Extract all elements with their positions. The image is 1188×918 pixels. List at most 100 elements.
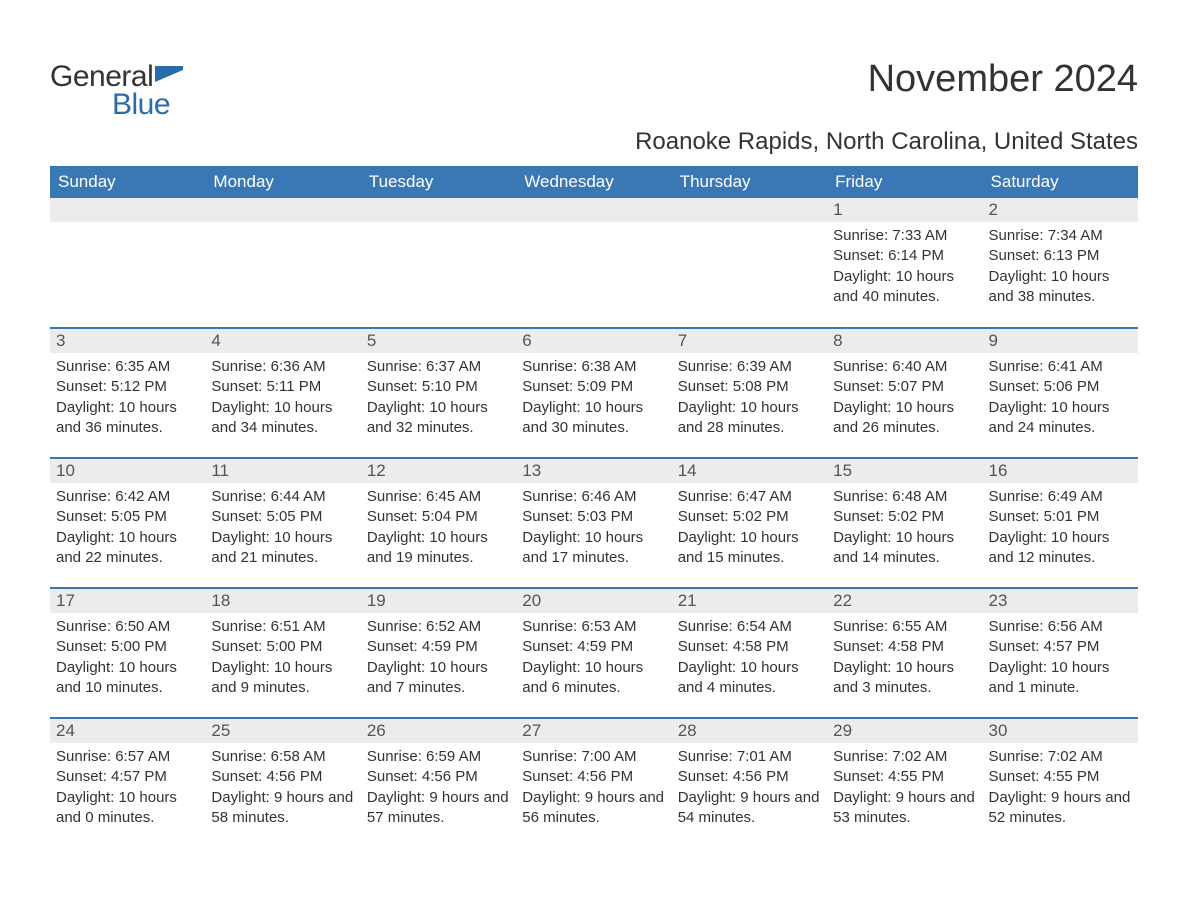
sunset-text: Sunset: 4:57 PM xyxy=(989,637,1132,657)
sunrise-text: Sunrise: 6:58 AM xyxy=(211,747,354,767)
day-details: Sunrise: 6:55 AMSunset: 4:58 PMDaylight:… xyxy=(827,613,982,702)
calendar-cell: 20Sunrise: 6:53 AMSunset: 4:59 PMDayligh… xyxy=(516,588,671,718)
sunrise-text: Sunrise: 6:50 AM xyxy=(56,617,199,637)
sunset-text: Sunset: 4:55 PM xyxy=(989,767,1132,787)
day-details: Sunrise: 6:59 AMSunset: 4:56 PMDaylight:… xyxy=(361,743,516,832)
daylight-text: Daylight: 10 hours and 34 minutes. xyxy=(211,398,354,439)
daylight-text: Daylight: 10 hours and 9 minutes. xyxy=(211,658,354,699)
sunset-text: Sunset: 5:01 PM xyxy=(989,507,1132,527)
daylight-text: Daylight: 10 hours and 4 minutes. xyxy=(678,658,821,699)
sunrise-text: Sunrise: 6:44 AM xyxy=(211,487,354,507)
day-number: 2 xyxy=(983,198,1138,222)
calendar-cell: 18 Sunrise: 6:51 AMSunset: 5:00 PMDayligh… xyxy=(205,588,360,718)
calendar-cell: 27Sunrise: 7:00 AMSunset: 4:56 PMDayligh… xyxy=(516,718,671,848)
calendar-cell: 7Sunrise: 6:39 AMSunset: 5:08 PMDaylight… xyxy=(672,328,827,458)
day-number: 26 xyxy=(361,719,516,743)
sunset-text: Sunset: 4:55 PM xyxy=(833,767,976,787)
calendar-cell xyxy=(361,198,516,328)
day-number: 9 xyxy=(983,329,1138,353)
sunset-text: Sunset: 5:09 PM xyxy=(522,377,665,397)
calendar-week-row: 24Sunrise: 6:57 AMSunset: 4:57 PMDayligh… xyxy=(50,718,1138,848)
day-number: 3 xyxy=(50,329,205,353)
day-details: Sunrise: 6:39 AMSunset: 5:08 PMDaylight:… xyxy=(672,353,827,442)
daylight-text: Daylight: 10 hours and 6 minutes. xyxy=(522,658,665,699)
day-number: 28 xyxy=(672,719,827,743)
sunrise-text: Sunrise: 6:51 AM xyxy=(211,617,354,637)
calendar-cell: 10Sunrise: 6:42 AMSunset: 5:05 PMDayligh… xyxy=(50,458,205,588)
sunset-text: Sunset: 4:58 PM xyxy=(833,637,976,657)
day-number: 18 xyxy=(205,589,360,613)
sunset-text: Sunset: 5:03 PM xyxy=(522,507,665,527)
daylight-text: Daylight: 10 hours and 28 minutes. xyxy=(678,398,821,439)
sunrise-text: Sunrise: 7:01 AM xyxy=(678,747,821,767)
day-number: 4 xyxy=(205,329,360,353)
calendar-cell: 25Sunrise: 6:58 AMSunset: 4:56 PMDayligh… xyxy=(205,718,360,848)
day-number: 21 xyxy=(672,589,827,613)
day-number: 23 xyxy=(983,589,1138,613)
day-details: Sunrise: 7:01 AMSunset: 4:56 PMDaylight:… xyxy=(672,743,827,832)
day-details: Sunrise: 6:37 AMSunset: 5:10 PMDaylight:… xyxy=(361,353,516,442)
daylight-text: Daylight: 10 hours and 12 minutes. xyxy=(989,528,1132,569)
daylight-text: Daylight: 9 hours and 57 minutes. xyxy=(367,788,510,829)
daylight-text: Daylight: 9 hours and 54 minutes. xyxy=(678,788,821,829)
weekday-header: Monday xyxy=(205,166,360,198)
sunset-text: Sunset: 5:04 PM xyxy=(367,507,510,527)
calendar-cell: 12Sunrise: 6:45 AMSunset: 5:04 PMDayligh… xyxy=(361,458,516,588)
day-details: Sunrise: 6:35 AMSunset: 5:12 PMDaylight:… xyxy=(50,353,205,442)
calendar-cell: 8Sunrise: 6:40 AMSunset: 5:07 PMDaylight… xyxy=(827,328,982,458)
daylight-text: Daylight: 10 hours and 19 minutes. xyxy=(367,528,510,569)
sunrise-text: Sunrise: 7:02 AM xyxy=(833,747,976,767)
calendar-week-row: 1Sunrise: 7:33 AMSunset: 6:14 PMDaylight… xyxy=(50,198,1138,328)
calendar-cell: 29Sunrise: 7:02 AMSunset: 4:55 PMDayligh… xyxy=(827,718,982,848)
day-number: 6 xyxy=(516,329,671,353)
sunset-text: Sunset: 6:14 PM xyxy=(833,246,976,266)
day-details: Sunrise: 6:41 AMSunset: 5:06 PMDaylight:… xyxy=(983,353,1138,442)
daylight-text: Daylight: 10 hours and 30 minutes. xyxy=(522,398,665,439)
daylight-text: Daylight: 10 hours and 0 minutes. xyxy=(56,788,199,829)
sunrise-text: Sunrise: 6:41 AM xyxy=(989,357,1132,377)
daylight-text: Daylight: 9 hours and 56 minutes. xyxy=(522,788,665,829)
sunrise-text: Sunrise: 6:56 AM xyxy=(989,617,1132,637)
sunset-text: Sunset: 4:59 PM xyxy=(367,637,510,657)
daylight-text: Daylight: 10 hours and 7 minutes. xyxy=(367,658,510,699)
day-details: Sunrise: 6:38 AMSunset: 5:09 PMDaylight:… xyxy=(516,353,671,442)
sunrise-text: Sunrise: 6:42 AM xyxy=(56,487,199,507)
sunrise-text: Sunrise: 6:52 AM xyxy=(367,617,510,637)
calendar-cell: 17Sunrise: 6:50 AMSunset: 5:00 PMDayligh… xyxy=(50,588,205,718)
sunset-text: Sunset: 4:57 PM xyxy=(56,767,199,787)
day-number: 24 xyxy=(50,719,205,743)
sunrise-text: Sunrise: 6:35 AM xyxy=(56,357,199,377)
day-number: 27 xyxy=(516,719,671,743)
sunrise-text: Sunrise: 6:38 AM xyxy=(522,357,665,377)
day-number: 25 xyxy=(205,719,360,743)
sunset-text: Sunset: 5:08 PM xyxy=(678,377,821,397)
calendar-week-row: 3Sunrise: 6:35 AMSunset: 5:12 PMDaylight… xyxy=(50,328,1138,458)
day-details: Sunrise: 6:49 AMSunset: 5:01 PMDaylight:… xyxy=(983,483,1138,572)
day-details: Sunrise: 6:47 AMSunset: 5:02 PMDaylight:… xyxy=(672,483,827,572)
calendar-cell: 28Sunrise: 7:01 AMSunset: 4:56 PMDayligh… xyxy=(672,718,827,848)
sunset-text: Sunset: 5:02 PM xyxy=(678,507,821,527)
sunset-text: Sunset: 5:02 PM xyxy=(833,507,976,527)
day-number: 20 xyxy=(516,589,671,613)
day-details: Sunrise: 6:56 AMSunset: 4:57 PMDaylight:… xyxy=(983,613,1138,702)
sunset-text: Sunset: 5:00 PM xyxy=(211,637,354,657)
calendar-cell: 5Sunrise: 6:37 AMSunset: 5:10 PMDaylight… xyxy=(361,328,516,458)
daylight-text: Daylight: 10 hours and 21 minutes. xyxy=(211,528,354,569)
day-number: 11 xyxy=(205,459,360,483)
day-number: 14 xyxy=(672,459,827,483)
day-details: Sunrise: 7:33 AMSunset: 6:14 PMDaylight:… xyxy=(827,222,982,311)
calendar-cell: 21Sunrise: 6:54 AMSunset: 4:58 PMDayligh… xyxy=(672,588,827,718)
sunset-text: Sunset: 5:05 PM xyxy=(211,507,354,527)
daylight-text: Daylight: 10 hours and 38 minutes. xyxy=(989,267,1132,308)
calendar-cell xyxy=(50,198,205,328)
weekday-header: Thursday xyxy=(672,166,827,198)
day-number: 1 xyxy=(827,198,982,222)
sunset-text: Sunset: 4:56 PM xyxy=(211,767,354,787)
day-number: 13 xyxy=(516,459,671,483)
calendar-table: Sunday Monday Tuesday Wednesday Thursday… xyxy=(50,166,1138,848)
logo-text-blue: Blue xyxy=(112,88,170,122)
day-details: Sunrise: 6:58 AMSunset: 4:56 PMDaylight:… xyxy=(205,743,360,832)
day-details: Sunrise: 7:02 AMSunset: 4:55 PMDaylight:… xyxy=(827,743,982,832)
daylight-text: Daylight: 10 hours and 24 minutes. xyxy=(989,398,1132,439)
calendar-week-row: 10Sunrise: 6:42 AMSunset: 5:05 PMDayligh… xyxy=(50,458,1138,588)
